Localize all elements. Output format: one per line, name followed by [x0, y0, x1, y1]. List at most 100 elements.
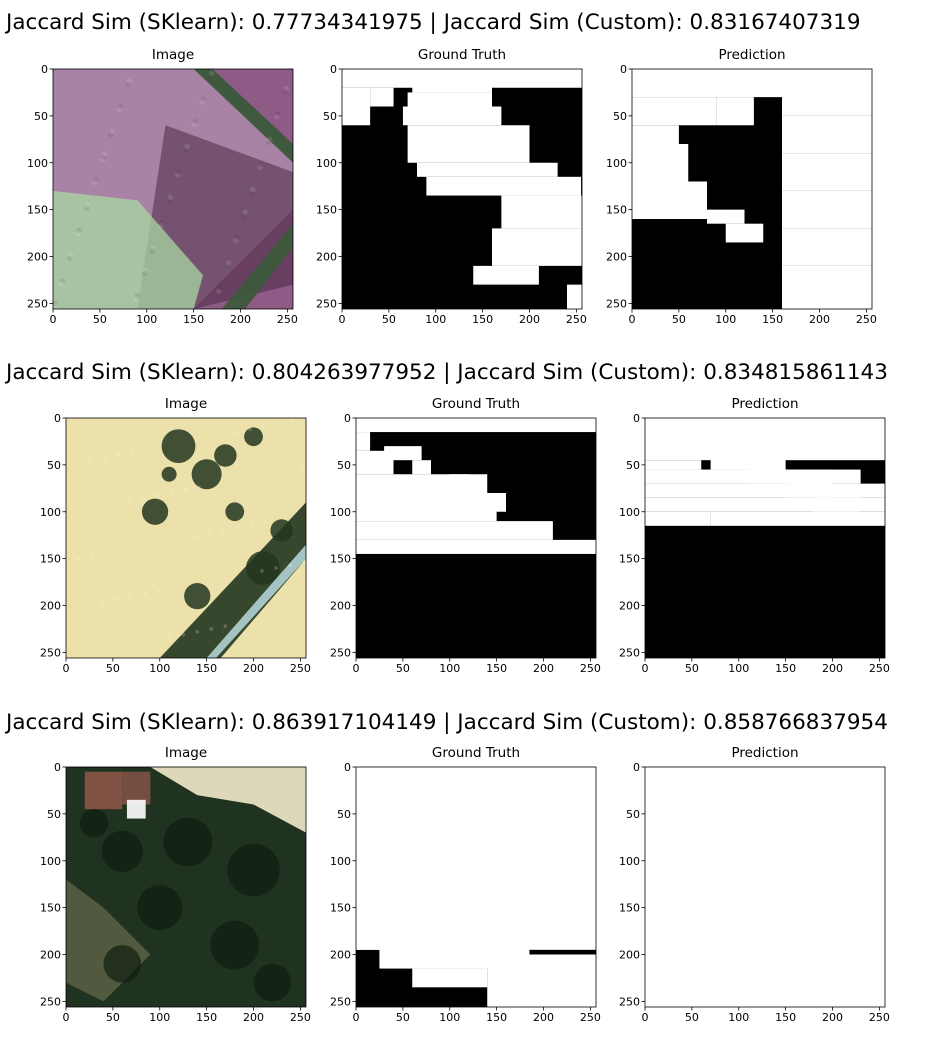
mask-region: [492, 228, 582, 266]
image-texture: [244, 427, 263, 447]
image-texture: [100, 154, 107, 160]
mask-region: [782, 228, 872, 266]
y-tick-label: 150: [27, 204, 48, 217]
image-texture: [266, 136, 273, 143]
image-texture: [274, 566, 278, 570]
x-tick-label: 50: [396, 1011, 410, 1024]
image-texture: [221, 223, 293, 309]
image-texture: [161, 429, 196, 463]
image-texture: [174, 172, 181, 178]
mask-region: [356, 493, 497, 522]
panel-title-image-1: Image: [151, 47, 195, 63]
x-tick-label: 200: [243, 1011, 264, 1024]
panel-title-ground-truth-3: Ground Truth: [431, 745, 521, 761]
y-tick-label: 250: [316, 297, 337, 310]
mask-region: [402, 106, 502, 126]
image-texture: [163, 817, 213, 867]
y-tick-label: 150: [316, 204, 337, 217]
image-texture: [76, 227, 83, 234]
x-tick-label: 50: [685, 1011, 699, 1024]
axes-frame: [52, 68, 294, 310]
mask-region: [426, 176, 582, 196]
y-tick-label: 250: [27, 297, 48, 310]
y-tick-label: 50: [34, 110, 48, 123]
mask-region: [645, 511, 711, 526]
image-texture: [84, 202, 91, 208]
mask-region: [632, 97, 717, 126]
image-texture: [283, 85, 290, 92]
y-tick-label: 250: [606, 297, 627, 310]
y-tick-label: 100: [619, 855, 640, 868]
x-tick-label: 50: [672, 313, 686, 326]
y-tick-label: 250: [40, 646, 61, 659]
image-texture: [59, 278, 66, 284]
x-tick-label: 100: [439, 1011, 460, 1024]
panel-title-ground-truth-1: Ground Truth: [417, 47, 507, 63]
y-tick-label: 100: [40, 855, 61, 868]
x-tick-label: 0: [63, 662, 70, 675]
image-texture: [276, 421, 280, 426]
image-texture: [207, 73, 214, 80]
image-texture: [67, 255, 73, 262]
x-tick-label: 200: [519, 313, 540, 326]
x-tick-label: 250: [566, 313, 587, 326]
image-texture: [260, 568, 264, 573]
y-tick-label: 0: [41, 63, 48, 76]
image-texture: [75, 230, 82, 236]
image-texture: [166, 197, 173, 204]
image-texture: [275, 111, 281, 117]
y-tick-label: 100: [619, 506, 640, 519]
image-texture: [207, 531, 212, 536]
y-tick-label: 200: [330, 600, 351, 613]
image-texture: [137, 885, 183, 931]
y-tick-label: 50: [337, 459, 351, 472]
image-texture: [249, 523, 254, 527]
mask-region: [477, 493, 506, 512]
x-tick-label: 200: [809, 313, 830, 326]
image-texture: [209, 627, 214, 631]
plot-area: [66, 418, 306, 658]
x-tick-label: 200: [822, 1011, 843, 1024]
panel-title-prediction-2: Prediction: [731, 396, 799, 412]
mask-region: [417, 69, 492, 79]
image-texture: [126, 78, 132, 84]
mask-region: [356, 474, 469, 493]
y-tick-label: 150: [40, 553, 61, 566]
mask-region: [710, 511, 885, 526]
image-texture: [155, 493, 159, 498]
plot-area: [66, 767, 306, 1007]
mask-region: [782, 69, 872, 116]
image-texture: [263, 520, 268, 524]
image-texture: [158, 222, 164, 229]
y-tick-label: 150: [619, 902, 640, 915]
panel-title-image-3: Image: [164, 745, 208, 761]
x-tick-label: 50: [106, 662, 120, 675]
image-texture: [175, 169, 182, 175]
x-tick-label: 100: [149, 1011, 170, 1024]
mask-region: [412, 78, 492, 93]
mask-region: [677, 917, 697, 992]
image-texture: [158, 219, 165, 226]
image-texture: [200, 96, 206, 102]
axes-frame: [644, 766, 886, 1008]
image-texture: [302, 560, 306, 565]
image-texture: [233, 430, 238, 434]
x-tick-label: 150: [196, 1011, 217, 1024]
image-texture: [227, 843, 280, 897]
image-texture: [233, 234, 240, 241]
y-tick-label: 0: [633, 412, 640, 425]
image-texture: [100, 600, 105, 605]
y-tick-label: 50: [626, 808, 640, 821]
image-texture: [191, 121, 198, 128]
x-tick-label: 250: [869, 1011, 890, 1024]
y-tick-label: 200: [330, 949, 351, 962]
x-tick-label: 0: [50, 313, 57, 326]
image-texture: [199, 99, 205, 105]
panel-title-ground-truth-2: Ground Truth: [431, 396, 521, 412]
image-texture: [142, 270, 148, 277]
x-tick-label: 100: [715, 313, 736, 326]
image-texture: [116, 453, 121, 458]
image-texture: [125, 81, 131, 87]
